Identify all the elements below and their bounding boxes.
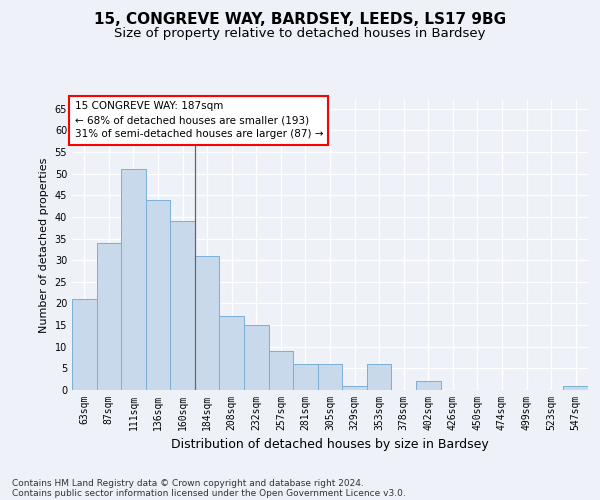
Text: 15, CONGREVE WAY, BARDSEY, LEEDS, LS17 9BG: 15, CONGREVE WAY, BARDSEY, LEEDS, LS17 9… — [94, 12, 506, 28]
Bar — [318, 364, 342, 390]
Bar — [563, 386, 588, 390]
Bar — [269, 351, 293, 390]
Bar — [97, 243, 121, 390]
Bar — [293, 364, 318, 390]
Bar — [121, 170, 146, 390]
Text: Contains public sector information licensed under the Open Government Licence v3: Contains public sector information licen… — [12, 488, 406, 498]
Y-axis label: Number of detached properties: Number of detached properties — [39, 158, 49, 332]
Bar — [416, 382, 440, 390]
Bar — [342, 386, 367, 390]
Text: 15 CONGREVE WAY: 187sqm
← 68% of detached houses are smaller (193)
31% of semi-d: 15 CONGREVE WAY: 187sqm ← 68% of detache… — [74, 102, 323, 140]
Bar — [220, 316, 244, 390]
Bar — [195, 256, 220, 390]
Bar — [244, 325, 269, 390]
Text: Size of property relative to detached houses in Bardsey: Size of property relative to detached ho… — [114, 28, 486, 40]
Bar — [170, 221, 195, 390]
Bar — [72, 299, 97, 390]
Text: Contains HM Land Registry data © Crown copyright and database right 2024.: Contains HM Land Registry data © Crown c… — [12, 478, 364, 488]
X-axis label: Distribution of detached houses by size in Bardsey: Distribution of detached houses by size … — [171, 438, 489, 452]
Bar — [367, 364, 391, 390]
Bar — [146, 200, 170, 390]
